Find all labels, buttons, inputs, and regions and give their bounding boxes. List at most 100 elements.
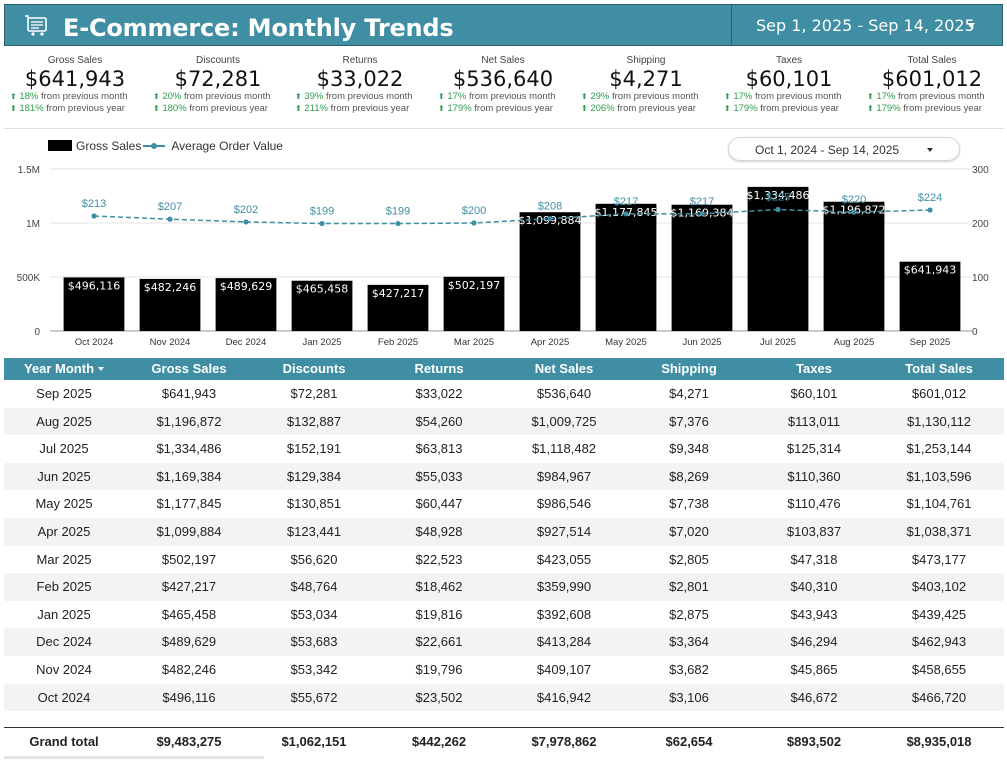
kpi-label: Total Sales: [907, 55, 957, 66]
table-cell: $2,801: [669, 579, 709, 595]
kpi-delta-year: ⬆ 206% from previous year: [575, 103, 717, 115]
aov-data-label: $207: [158, 201, 182, 213]
table-cell: $55,033: [415, 468, 463, 484]
chart-date-range-picker[interactable]: Oct 1, 2024 - Sep 14, 2025: [728, 137, 960, 161]
kpi-delta-pct: 17%: [876, 91, 896, 102]
kpi-delta-pct: 29%: [590, 91, 610, 102]
table-cell: $427,217: [161, 579, 217, 595]
chevron-down-icon: [927, 148, 933, 152]
page-title: E-Commerce: Monthly Trends: [63, 14, 454, 42]
table-cell: $1,130,112: [906, 413, 972, 429]
column-header[interactable]: Returns: [374, 358, 504, 380]
aov-data-label: $208: [538, 201, 562, 213]
bar: [63, 277, 125, 331]
table-cell: $46,294: [790, 634, 838, 650]
chart-legend: Gross Sales Average Order Value: [48, 139, 283, 153]
table-cell: $466,720: [911, 689, 967, 705]
aov-point: [395, 220, 401, 227]
combo-chart: 0 500K 1M 1.5M 0 100 200 300 $496,116 Oct 2024 $48…: [17, 165, 989, 348]
bar-data-label: $465,458: [296, 283, 349, 296]
column-header-label: Year Month: [23, 361, 95, 376]
table-cell: $392,608: [536, 606, 592, 622]
kpi-delta-text: from previous year: [330, 103, 410, 114]
table-cell: $113,011: [787, 413, 841, 429]
legend-label-gross-sales: Gross Sales: [76, 139, 142, 153]
aov-point: [167, 216, 173, 222]
table-cell: Dec 2024: [36, 634, 92, 650]
y-tick-right: 100: [972, 273, 989, 284]
kpi-delta-month: ⬆ 20% from previous month: [147, 91, 289, 103]
arrow-up-icon: ⬆: [295, 104, 302, 113]
table-cell: $56,620: [290, 551, 338, 567]
table-cell: $110,360: [787, 468, 841, 484]
column-header[interactable]: Total Sales: [874, 358, 1004, 380]
total-cell: $1,062,151: [281, 734, 347, 749]
table-cell: $22,661: [415, 634, 463, 650]
column-header[interactable]: Year Month: [4, 358, 124, 380]
bar: [443, 276, 505, 331]
kpi-value: $536,640: [452, 67, 554, 91]
y-tick-right: 300: [972, 165, 989, 176]
table-body: Sep 2025 $641,943 $72,281 $33,022 $536,640 $4…: [4, 380, 1004, 712]
kpi-delta-month: ⬆ 17% from previous month: [861, 91, 1003, 103]
kpi-card: Discounts $72,281 ⬆ 20% from previous mont…: [147, 52, 289, 122]
table-cell: $48,928: [415, 523, 463, 539]
arrow-up-icon: ⬆: [438, 104, 445, 113]
table-row: Jul 2025 $1,334,486 $152,191 $63,813 $1,118,…: [4, 435, 1004, 463]
column-header[interactable]: Shipping: [624, 358, 754, 380]
kpi-delta-month: ⬆ 29% from previous month: [575, 91, 717, 103]
table-cell: $1,099,884: [156, 523, 222, 539]
table-cell: $7,020: [669, 523, 709, 539]
table-cell: $123,441: [286, 523, 342, 539]
table-cell: May 2025: [35, 496, 93, 512]
aov-data-label: $217: [690, 196, 714, 208]
kpi-delta-year: ⬆ 179% from previous year: [718, 103, 860, 115]
table-cell: $409,107: [536, 661, 592, 677]
table-cell: $601,012: [911, 386, 967, 401]
aov-point: [319, 220, 325, 227]
legend-swatch-aov: [143, 143, 166, 149]
kpi-delta-text: from previous month: [326, 91, 413, 102]
y-tick-left: 500K: [17, 273, 41, 284]
kpi-value: $4,271: [609, 67, 683, 91]
kpi-delta-text: from previous month: [469, 91, 556, 102]
kpi-delta-text: from previous month: [612, 91, 699, 102]
kpi-label: Net Sales: [481, 55, 525, 66]
table-cell: $416,942: [536, 689, 592, 705]
kpi-value: $601,012: [881, 67, 983, 91]
total-cell: $893,502: [786, 734, 842, 749]
column-header[interactable]: Gross Sales: [124, 358, 254, 380]
aov-data-label: $202: [234, 204, 258, 216]
cart-icon: [25, 15, 47, 36]
table-cell: $152,191: [286, 441, 342, 457]
table-cell: $8,269: [669, 468, 709, 484]
kpi-delta-year: ⬆ 211% from previous year: [289, 103, 431, 115]
x-tick-label: Aug 2025: [834, 337, 875, 348]
table-cell: $110,476: [787, 496, 841, 512]
arrow-up-icon: ⬆: [10, 104, 17, 113]
column-header[interactable]: Net Sales: [504, 358, 624, 380]
aov-point: [243, 219, 249, 225]
kpi-label: Gross Sales: [47, 55, 103, 66]
table-cell: Aug 2025: [36, 413, 92, 429]
kpi-delta-pct: 18%: [19, 91, 39, 102]
date-range-picker[interactable]: Sep 1, 2025 - Sep 14, 2025: [731, 5, 1003, 45]
arrow-up-icon: ⬆: [724, 92, 731, 101]
table-cell: $60,101: [790, 386, 838, 401]
column-header[interactable]: Taxes: [754, 358, 874, 380]
total-cell: $8,935,018: [906, 734, 972, 749]
table-cell: $986,546: [536, 496, 592, 512]
table-cell: $2,875: [669, 606, 709, 622]
column-header[interactable]: Discounts: [254, 358, 374, 380]
kpi-label: Returns: [342, 55, 378, 66]
table-cell: Jan 2025: [37, 606, 91, 622]
kpi-label: Discounts: [196, 55, 240, 66]
bar-data-label: $482,246: [144, 281, 197, 294]
table-row: Nov 2024 $482,246 $53,342 $19,796 $409,107 $3…: [4, 656, 1004, 684]
table-cell: $48,764: [290, 579, 338, 595]
arrow-up-icon: ⬆: [295, 92, 302, 101]
table-cell: $536,640: [536, 386, 592, 401]
table-row: Aug 2025 $1,196,872 $132,887 $54,260 $1,009,…: [4, 407, 1004, 436]
table-cell: Jun 2025: [37, 468, 91, 484]
table-cell: $7,376: [669, 413, 709, 429]
